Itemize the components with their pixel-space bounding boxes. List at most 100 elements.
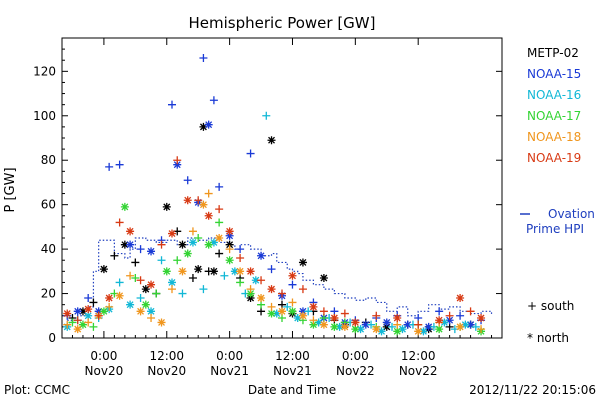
south-marker [236, 278, 245, 287]
south-marker [215, 218, 224, 227]
south-marker [183, 176, 192, 185]
x-tick-labels: 0:00Nov2012:00Nov200:00Nov2112:00Nov210:… [85, 349, 438, 378]
north-marker [351, 318, 360, 327]
south-marker [136, 294, 145, 302]
south-marker [136, 276, 145, 285]
north-marker [309, 320, 318, 329]
north-marker [435, 316, 444, 325]
chart-title: Hemispheric Power [GW] [189, 14, 376, 32]
south-marker [393, 320, 402, 329]
north-marker [340, 322, 349, 331]
north-marker [199, 200, 208, 209]
north-marker [204, 211, 213, 220]
south-marker [152, 289, 161, 298]
north-marker [73, 307, 82, 316]
plot-timestamp: 2012/11/22 20:15:06 [469, 383, 596, 397]
x-tick-label-date: Nov21 [210, 364, 249, 378]
south-marker [110, 251, 119, 260]
north-marker [267, 136, 276, 145]
south-marker [262, 111, 271, 120]
south-marker [194, 196, 203, 205]
south-marker [147, 314, 156, 322]
north-marker [236, 267, 245, 276]
north-marker [126, 240, 135, 249]
north-marker [278, 307, 286, 316]
south-marker [267, 265, 276, 274]
north-marker [246, 289, 255, 298]
south-marker [445, 311, 454, 320]
legend-entry-noaa-17: NOAA-17 [527, 109, 581, 123]
south-marker [220, 271, 229, 280]
south-marker [188, 227, 197, 236]
south-marker [215, 182, 224, 191]
south-marker [131, 258, 140, 267]
north-marker [466, 320, 475, 329]
north-marker [99, 307, 108, 316]
north-marker [225, 256, 234, 265]
x-tick-label-date: Nov20 [147, 364, 186, 378]
north-marker [293, 314, 302, 322]
north-marker [183, 249, 192, 258]
legend-entry-noaa-16: NOAA-16 [527, 88, 581, 102]
north-marker [251, 276, 260, 285]
north-marker [105, 294, 114, 302]
north-marker [319, 274, 328, 282]
north-marker [257, 251, 266, 260]
south-marker [246, 285, 255, 294]
series-noaa-19 [63, 156, 486, 329]
plot-credit: Plot: CCMC [4, 383, 70, 397]
south-marker [194, 234, 203, 242]
south-marker [388, 322, 396, 331]
south-marker [367, 320, 376, 329]
south-marker [115, 278, 124, 287]
legend-south-marker: + south [527, 299, 574, 313]
south-marker [278, 289, 286, 298]
north-marker [157, 318, 166, 327]
north-marker [382, 318, 391, 327]
north-marker [393, 327, 402, 336]
south-marker [304, 307, 313, 316]
south-marker [115, 218, 124, 227]
north-marker [199, 122, 208, 131]
south-marker [168, 100, 176, 109]
north-marker [209, 238, 218, 247]
south-marker [236, 254, 245, 262]
south-marker [73, 316, 82, 325]
north-marker [298, 311, 307, 320]
south-marker [445, 322, 454, 331]
south-marker [288, 298, 297, 307]
x-tick-label-date: Nov20 [85, 364, 124, 378]
south-marker [372, 311, 381, 320]
south-marker [215, 249, 224, 258]
north-marker [272, 309, 281, 318]
south-marker [188, 274, 197, 282]
south-marker [283, 302, 292, 311]
south-marker [477, 325, 486, 334]
x-tick-label-time: 0:00 [216, 349, 243, 363]
north-marker [267, 285, 276, 294]
south-marker [456, 311, 465, 320]
legend-entry-noaa-19: NOAA-19 [527, 151, 581, 165]
north-marker [168, 278, 176, 287]
south-marker [63, 320, 72, 329]
x-tick-label-date: Nov22 [336, 364, 375, 378]
north-marker [288, 271, 297, 280]
legend-ovation-line1: Ovation [548, 207, 595, 221]
south-marker [105, 162, 114, 171]
north-marker [204, 120, 213, 129]
north-marker [162, 267, 171, 276]
x-tick-label-time: 12:00 [149, 349, 184, 363]
south-marker [168, 285, 176, 294]
north-marker [141, 300, 150, 309]
south-marker [246, 149, 255, 158]
south-marker [204, 189, 213, 198]
legend: METP-02 NOAA-15 NOAA-16 NOAA-17 NOAA-18 NOAA-… [527, 46, 581, 165]
y-tick-label: 120 [33, 64, 56, 78]
y-tick-label: 20 [41, 287, 56, 301]
south-marker [298, 285, 307, 294]
north-marker [257, 294, 266, 302]
north-marker [126, 227, 135, 236]
north-marker [298, 258, 307, 267]
